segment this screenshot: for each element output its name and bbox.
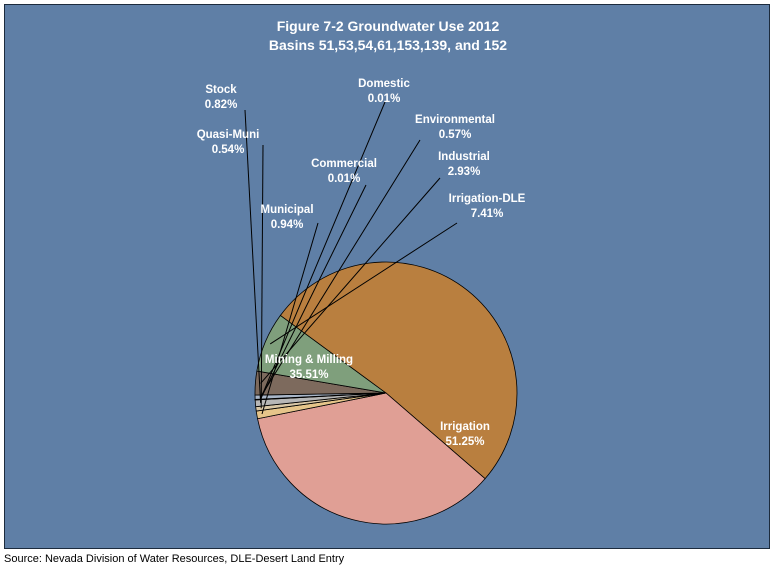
slice-value-irrigation: 51.25% (445, 436, 484, 448)
slice-label-irrigation: Irrigation (440, 421, 490, 433)
pie-slice-commercial (254, 392, 387, 401)
slice-label-environmental: Environmental (415, 114, 495, 126)
leader-lines (244, 101, 458, 415)
pie-slices (254, 261, 518, 525)
chart-title-block: Figure 7-2 Groundwater Use 2012 Basins 5… (5, 17, 771, 55)
source-note: Source: Nevada Division of Water Resourc… (4, 553, 345, 565)
slice-value-environmental: 0.57% (439, 129, 472, 141)
leader-line-quasi-muni (260, 144, 264, 409)
slice-value-commercial: 0.01% (328, 173, 361, 185)
pie-chart: Domestic 0.01% Environmental 0.57% Industria… (197, 78, 526, 525)
pie-slice-mining-milling (257, 392, 486, 525)
slice-label-commercial: Commercial (311, 158, 377, 170)
slice-value-mining-milling: 35.51% (289, 369, 328, 381)
slice-label-stock: Stock (205, 84, 237, 96)
slice-label-mining-milling: Mining & Milling (265, 354, 353, 366)
pie-slice-irrigation (279, 261, 518, 480)
chart-title: Figure 7-2 Groundwater Use 2012 (276, 18, 500, 34)
slice-value-domestic: 0.01% (368, 93, 401, 105)
slice-label-municipal: Municipal (260, 204, 313, 216)
chart-subtitle: Basins 51,53,54,61,153,139, and 152 (268, 37, 508, 53)
slice-label-irrigation-dle: Irrigation-DLE (449, 193, 526, 205)
slice-label-industrial: Industrial (438, 151, 490, 163)
leader-line-industrial (260, 177, 441, 384)
slice-label-domestic: Domestic (358, 78, 410, 90)
slice-value-quasi-muni: 0.54% (212, 144, 245, 156)
slice-label-quasi-muni: Quasi-Muni (197, 129, 260, 141)
slice-value-stock: 0.82% (205, 99, 238, 111)
leader-line-environmental (259, 139, 421, 398)
chart-frame: Figure 7-2 Groundwater Use 2012 Basins 5… (4, 4, 770, 549)
slice-value-irrigation-dle: 7.41% (471, 208, 504, 220)
leader-line-irrigation-dle (269, 222, 458, 345)
leader-line-stock (244, 109, 262, 403)
leader-line-commercial (259, 184, 367, 400)
slice-value-industrial: 2.93% (448, 166, 481, 178)
slice-value-municipal: 0.94% (271, 219, 304, 231)
slice-labels: Domestic 0.01% Environmental 0.57% Industria… (197, 78, 526, 448)
leader-line-municipal (261, 222, 319, 415)
